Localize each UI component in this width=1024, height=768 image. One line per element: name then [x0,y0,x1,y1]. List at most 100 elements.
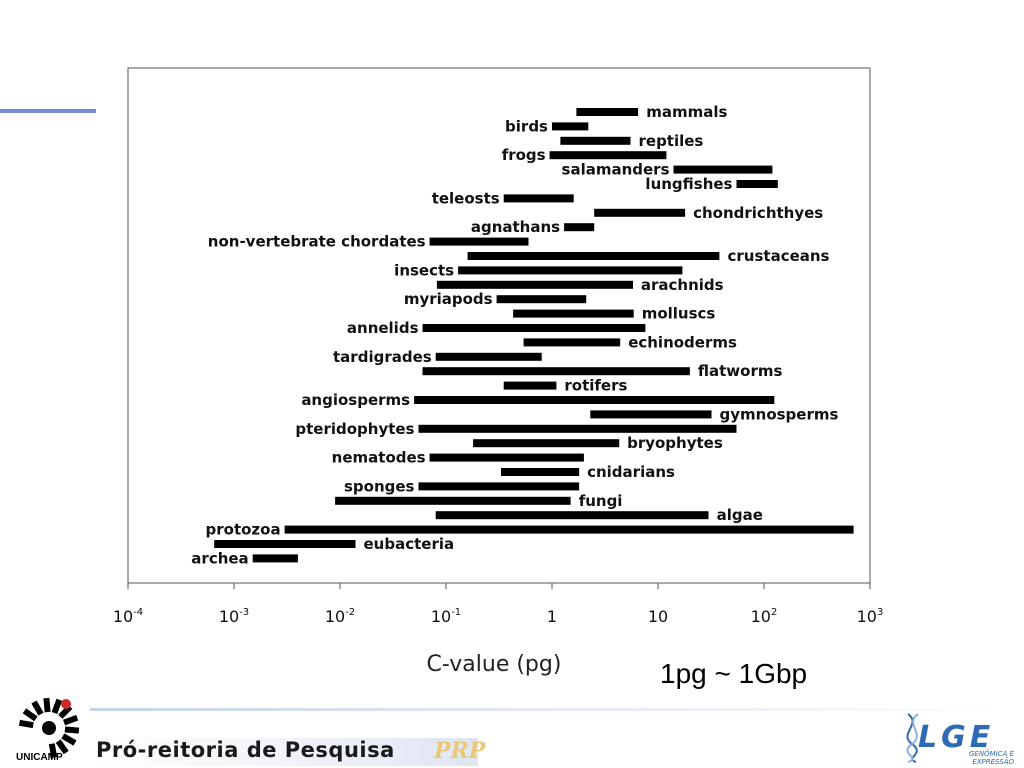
bar-label-flatworms: flatworms [698,362,783,380]
footer-divider [90,708,1024,711]
lab-subtitle-line-1: GENÔMICA E [968,750,1014,758]
bar-molluscs [513,309,634,318]
x-tick-label: 10-2 [325,607,355,626]
bar-label-teleosts: teleosts [432,189,500,207]
bar-label-echinoderms: echinoderms [628,333,737,351]
x-tick-base: 10 [648,607,668,626]
x-tick-exponent: -1 [451,607,461,618]
x-tick-exponent: -4 [133,607,143,618]
bar-label-crustaceans: crustaceans [728,247,830,265]
x-tick-base: 10 [219,607,239,626]
bar-myriapods [496,295,587,304]
bar-labels-group: mammals birds reptiles frogs salamanderslung… [191,103,838,567]
unicamp-logo-icon [18,697,80,759]
x-tick-base: 10 [857,607,877,626]
x-tick-label: 10 [648,607,668,626]
bar-label-cnidarians: cnidarians [587,463,675,481]
bar-label-protozoa: protozoa [206,521,281,539]
bar-label-myriapods: myriapods [404,290,493,308]
bar-nematodes [429,453,584,462]
bar-label-birds: birds [505,117,548,135]
x-tick-exponent: -2 [345,607,355,618]
bar-rotifers [503,381,557,390]
bar-algae [435,511,709,520]
bar-lungfishes [736,180,778,188]
x-axis-label: C-value (pg) [427,652,562,677]
x-tick-label: 10-1 [431,607,461,626]
x-tick-base: 10 [325,607,345,626]
bar-sponges [418,482,580,491]
bar-flatworms [422,367,690,376]
bar-insects [458,266,683,275]
university-name: UNICAMP [16,752,63,763]
bar-label-mammals: mammals [646,103,727,121]
bar-label-nematodes: nematodes [332,449,426,467]
bar-annelids [422,324,646,332]
lab-logo-text: LGE [918,720,995,755]
title-accent-line [0,109,96,113]
bar-label-tardigrades: tardigrades [333,348,432,366]
bar-bryophytes [473,439,620,448]
bar-label-agnathans: agnathans [471,218,560,236]
x-tick-base: 10 [113,607,133,626]
x-tick-label: 10-3 [219,607,249,626]
bar-fungi [335,496,571,505]
bar-protozoa [284,525,854,534]
bar-label-reptiles: reptiles [639,132,704,150]
x-tick-base: 10 [751,607,771,626]
bar-salamanders [673,165,773,174]
bar-label-chondrichthyes: chondrichthyes [693,204,823,222]
bar-archea [252,554,298,563]
bar-label-archea: archea [191,549,248,567]
bar-label-insects: insects [394,261,454,279]
bar-label-pteridophytes: pteridophytes [295,420,414,438]
bar-label-angiosperms: angiosperms [301,391,410,409]
department-mark: PRP [434,738,486,764]
x-tick-exponent: 3 [877,607,883,618]
conversion-note: 1pg ~ 1Gbp [660,658,808,689]
bar-label-sponges: sponges [344,477,415,495]
x-tick-exponent: 2 [771,607,777,618]
bar-tardigrades [435,352,542,361]
bar-pteridophytes [418,424,737,433]
bar-label-lungfishes: lungfishes [645,175,732,193]
dna-helix-icon [906,713,919,763]
bar-label-salamanders: salamanders [562,161,670,179]
bar-label-frogs: frogs [502,146,546,164]
department-name: Pró-reitoria de Pesquisa [96,738,395,762]
footer-banner [88,738,478,766]
bars-group [214,108,854,563]
bar-eubacteria [214,540,356,548]
bar-gymnosperms [590,410,712,419]
bar-agnathans [564,223,595,232]
bar-arachnids [436,280,633,289]
bar-mammals [576,108,639,116]
bar-birds [552,122,589,131]
x-tick-label: 10-4 [113,607,143,626]
bar-label-algae: algae [717,506,763,524]
x-tick-exponent: -3 [239,607,249,618]
bar-teleosts [503,194,574,203]
x-tick-label: 102 [751,607,778,626]
bar-reptiles [560,136,631,145]
x-tick-base: 1 [547,607,557,626]
x-tick-base: 10 [431,607,451,626]
lab-subtitle-line-2: EXPRESSÃO [972,758,1014,766]
x-tick-label: 103 [857,607,884,626]
bar-label-rotifers: rotifers [564,377,627,395]
bar-echinoderms [523,338,621,347]
lab-subtitle: GENÔMICA E EXPRESSÃO [934,750,1014,766]
bar-non-vertebrate-chordates [429,237,529,246]
bar-cnidarians [501,468,580,476]
x-tick-label: 1 [547,607,557,626]
x-axis-ticks: 10-4 10-3 10-2 10-1 1 10 102 103 [113,583,884,626]
bar-label-gymnosperms: gymnosperms [720,405,839,423]
bar-label-non-vertebrate-chordates: non-vertebrate chordates [208,233,426,251]
bar-label-fungi: fungi [579,492,623,510]
bar-angiosperms [414,396,775,404]
bar-label-annelids: annelids [347,319,419,337]
bar-label-molluscs: molluscs [642,305,716,323]
bar-frogs [549,151,667,160]
bar-crustaceans [467,252,720,260]
